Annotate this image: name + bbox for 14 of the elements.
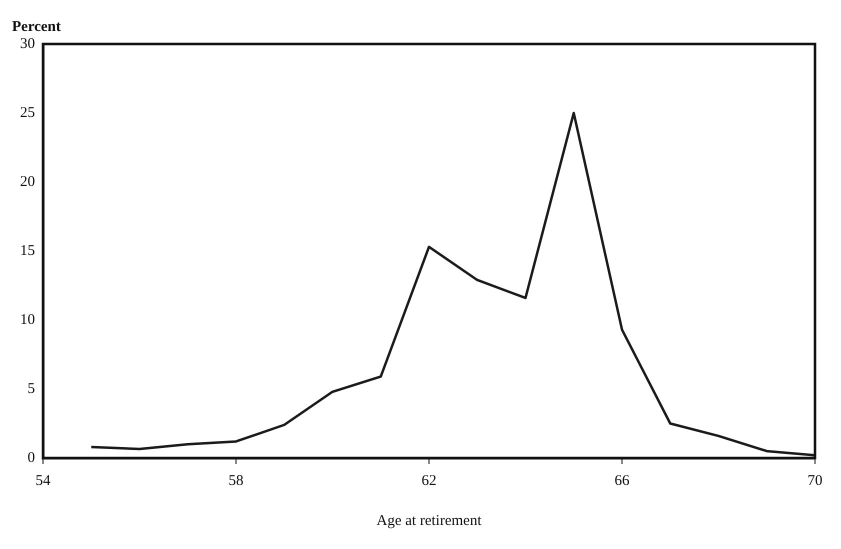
y-tick-label: 30 bbox=[20, 36, 35, 52]
y-tick-label: 25 bbox=[20, 104, 35, 121]
x-tick-label: 62 bbox=[422, 472, 436, 489]
y-tick-label: 10 bbox=[20, 312, 35, 328]
y-tick-label: 5 bbox=[28, 380, 35, 397]
y-axis-title: Percent bbox=[12, 18, 61, 35]
x-tick-label: 66 bbox=[614, 472, 630, 489]
y-tick-label: 0 bbox=[28, 450, 35, 466]
x-tick-label: 54 bbox=[36, 472, 51, 489]
x-axis-title: Age at retirement bbox=[376, 512, 482, 529]
y-tick-label: 15 bbox=[20, 242, 35, 259]
x-tick-label: 58 bbox=[228, 472, 244, 489]
y-tick-label: 20 bbox=[20, 174, 35, 190]
x-tick-label: 70 bbox=[808, 472, 822, 489]
